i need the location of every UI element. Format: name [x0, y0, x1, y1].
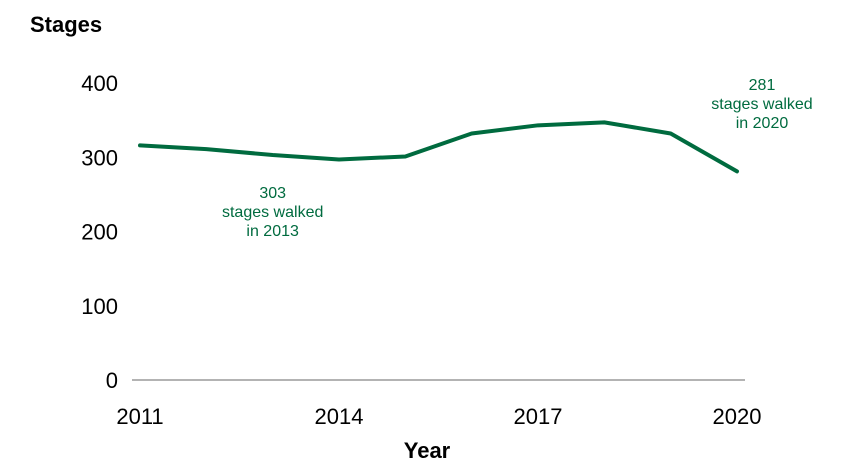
x-tick-label: 2014	[315, 404, 364, 429]
y-tick-label: 200	[81, 220, 118, 245]
x-tick-label: 2017	[514, 404, 563, 429]
series-line	[138, 120, 739, 174]
y-tick-label: 0	[106, 368, 118, 393]
y-axis-title: Stages	[30, 12, 103, 37]
y-axis-ticks: 0 100 200 300 400	[81, 71, 118, 393]
series-group	[138, 120, 739, 174]
y-tick-label: 300	[81, 145, 118, 170]
x-tick-label: 2020	[713, 404, 762, 429]
x-axis-ticks: 2011 2014 2017 2020	[116, 404, 761, 429]
x-tick-label: 2011	[116, 404, 163, 429]
annotation-label: 303 stages walked in 2013	[222, 185, 323, 240]
annotation-label: 281 stages walked in 2020	[711, 77, 812, 132]
x-axis-title: Year	[403, 438, 451, 463]
y-tick-label: 400	[81, 71, 118, 96]
annotations: 303 stages walked in 2013 281 stages walked i…	[222, 77, 813, 240]
y-tick-label: 100	[81, 294, 118, 319]
